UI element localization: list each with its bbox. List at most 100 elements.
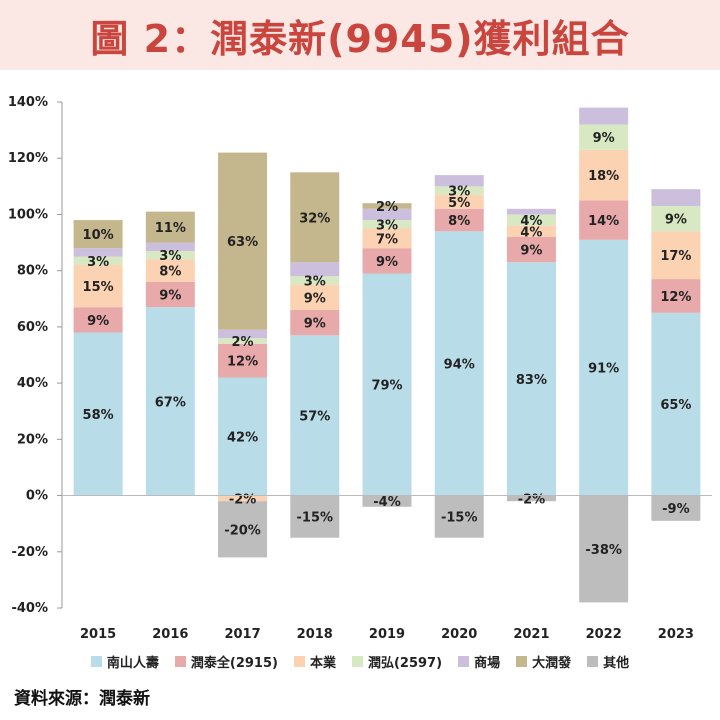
x-tick-label: 2016	[152, 627, 188, 642]
bar-segment	[145, 307, 195, 496]
title-banner: 圖 2：潤泰新(9945)獲利組合	[0, 0, 720, 70]
legend-swatch	[90, 655, 102, 667]
bar-segment	[73, 265, 123, 308]
bar-segment	[506, 236, 556, 263]
bar-segment	[362, 220, 412, 229]
legend-label: 商場	[474, 655, 501, 671]
legend-swatch	[293, 655, 305, 667]
bar-segment	[362, 495, 412, 507]
bar-segment	[579, 124, 629, 150]
legend-item: 大潤發	[516, 652, 571, 671]
data-label: 4%	[520, 214, 542, 229]
data-label: 4%	[520, 225, 542, 240]
bar-segment	[290, 284, 340, 311]
legend-swatch	[458, 655, 470, 667]
x-tick-label: 2019	[369, 627, 405, 642]
x-tick-label: 2018	[297, 627, 333, 642]
data-label: 3%	[376, 218, 398, 233]
bar-segment	[218, 329, 268, 339]
bar-segment	[651, 206, 701, 232]
bar-segment	[290, 276, 340, 285]
bar-segment	[506, 208, 556, 215]
bar-segment	[218, 377, 268, 496]
y-tick-label: 140%	[8, 95, 48, 110]
bar-segment	[73, 332, 123, 496]
data-label: 10%	[83, 228, 114, 243]
data-label: 2%	[376, 200, 398, 215]
page-title: 圖 2：潤泰新(9945)獲利組合	[90, 16, 630, 61]
data-label: 9%	[304, 317, 326, 332]
data-label: -2%	[229, 492, 256, 507]
data-label: 9%	[159, 289, 181, 304]
bar-segment	[145, 281, 195, 308]
bar-segment	[362, 228, 412, 249]
data-label: 94%	[444, 357, 475, 372]
x-tick-label: 2015	[80, 627, 116, 642]
data-label: 9%	[304, 291, 326, 306]
data-label: 63%	[227, 235, 258, 250]
legend-label: 南山人壽	[106, 655, 159, 671]
bar-segment	[290, 310, 340, 336]
bar-segment	[362, 273, 412, 496]
bar-segment	[73, 248, 123, 257]
legend-label: 潤弘(2597)	[367, 655, 443, 671]
y-tick-label: 40%	[17, 376, 48, 391]
bar-segment	[579, 495, 629, 603]
bar-segment	[218, 152, 268, 330]
bar-segment	[73, 307, 123, 333]
data-label: -9%	[662, 502, 689, 517]
bar-segment	[579, 239, 629, 496]
data-label: 58%	[83, 408, 114, 423]
legend-swatch	[351, 655, 363, 667]
data-label: 79%	[371, 379, 402, 394]
data-label: 32%	[299, 211, 330, 226]
data-label: 5%	[448, 196, 470, 211]
data-label: 9%	[520, 244, 542, 259]
legend-item: 潤弘(2597)	[351, 652, 443, 671]
bar-segment	[362, 208, 412, 221]
bar-segment	[73, 256, 123, 266]
bar-segment	[651, 312, 701, 496]
data-label: 9%	[376, 255, 398, 270]
legend-swatch	[516, 655, 528, 667]
bar-segment	[434, 194, 484, 209]
bar-segment	[145, 259, 195, 282]
data-label: 2%	[232, 335, 254, 350]
legend-label: 本業	[309, 655, 336, 671]
data-label: 42%	[227, 431, 258, 446]
bar-segment	[434, 495, 484, 538]
bar-segment	[434, 175, 484, 187]
bar-segment	[506, 214, 556, 226]
data-label: 12%	[660, 290, 691, 305]
source-note: 資料來源：潤泰新	[14, 689, 150, 709]
bar-segment	[218, 495, 268, 502]
x-tick-label: 2022	[586, 627, 622, 642]
legend-item: 潤泰全(2915)	[174, 652, 278, 671]
legend-swatch	[174, 655, 186, 667]
data-label: 11%	[155, 221, 186, 236]
bar-segment	[218, 343, 268, 378]
data-label: 8%	[159, 265, 181, 280]
bar-segment	[218, 338, 268, 344]
data-label: 8%	[448, 214, 470, 229]
data-label: 7%	[376, 232, 398, 247]
bar-segment	[73, 220, 123, 249]
bar-segment	[651, 189, 701, 207]
y-tick-label: -40%	[11, 601, 48, 616]
data-label: 65%	[660, 398, 691, 413]
data-label: 57%	[299, 409, 330, 424]
bar-segment	[506, 495, 556, 502]
bar-segment	[362, 248, 412, 274]
data-label: -20%	[224, 523, 261, 538]
x-tick-label: 2020	[441, 627, 477, 642]
bar-segment	[362, 203, 412, 209]
data-label: 9%	[665, 213, 687, 228]
chart-legend: 南山人壽 潤泰全(2915) 本業 潤弘(2597) 商場 大潤發 其他	[0, 650, 720, 672]
legend-label: 潤泰全(2915)	[190, 655, 278, 671]
y-tick-label: 100%	[8, 207, 48, 222]
bar-segment	[506, 225, 556, 237]
bar-segment	[434, 208, 484, 232]
legend-swatch	[587, 655, 599, 667]
data-label: 3%	[448, 185, 470, 200]
data-label: -38%	[585, 543, 622, 558]
